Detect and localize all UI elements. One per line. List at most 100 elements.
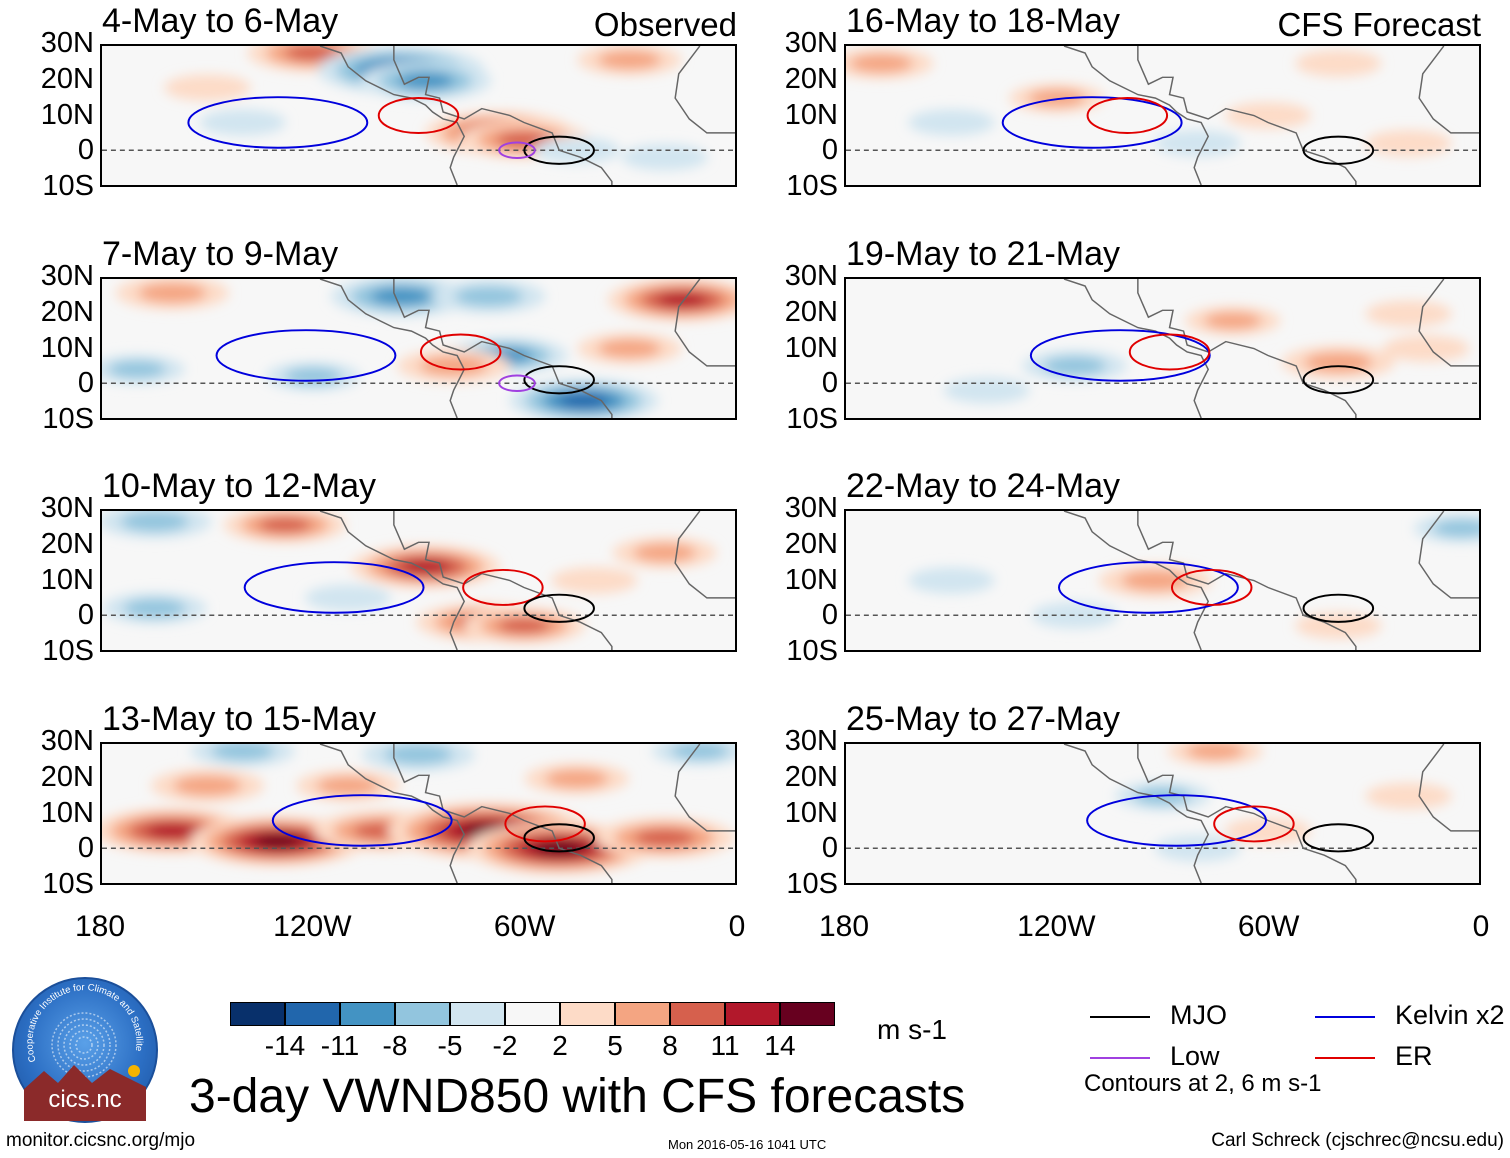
er-contour <box>462 568 544 606</box>
anomaly-blob <box>497 618 551 634</box>
y-tick-label: 10S <box>42 635 94 667</box>
anomaly-blob <box>545 769 609 789</box>
anomaly-blob <box>1383 335 1470 362</box>
anomaly-blob <box>384 744 453 765</box>
footer-author: Carl Schreck (cjschrec@ncsu.edu) <box>1211 1130 1504 1151</box>
colorbar-swatch <box>450 1002 505 1026</box>
kelvin-contour <box>1058 561 1239 614</box>
map-panel-1-2 <box>844 509 1481 652</box>
anomaly-blob <box>211 744 274 761</box>
kelvin-contour <box>187 96 369 149</box>
y-tick-label: 10S <box>42 403 94 435</box>
map-background <box>846 744 1479 883</box>
mjo-contour <box>523 365 595 395</box>
anomaly-blob <box>138 282 207 303</box>
coastline <box>319 511 466 650</box>
anomaly-blob <box>634 829 695 847</box>
map-panel-0-3 <box>100 742 737 885</box>
y-tick-label: 20N <box>40 62 94 95</box>
anomaly-blob <box>657 292 708 307</box>
kelvin-contour <box>1029 329 1211 382</box>
shading-layer <box>102 279 735 418</box>
anomaly-blob <box>558 393 609 408</box>
cicsnc-logo[interactable]: Cooperative Institute for Climate and Sa… <box>12 971 158 1123</box>
coastline <box>1418 511 1479 599</box>
anomaly-blob <box>123 598 187 618</box>
anomaly-blob <box>397 72 454 89</box>
er-contour <box>1128 333 1211 371</box>
logo-ring <box>63 1024 105 1066</box>
colorbar-tick-label: -11 <box>320 1030 360 1061</box>
x-tick-label: 180 <box>74 910 126 943</box>
y-tick-label: 20N <box>784 527 838 560</box>
anomaly-blob <box>304 584 392 612</box>
anomaly-blob <box>400 559 451 574</box>
figure-title: 3-day VWND850 with CFS forecasts <box>189 1070 966 1123</box>
anomaly-blob <box>370 287 431 306</box>
colorbar-swatch <box>230 1002 285 1026</box>
er-contour <box>1213 805 1295 843</box>
anomaly-blob <box>1204 312 1262 330</box>
map-plot <box>846 46 1479 185</box>
x-tick-label: 0 <box>1472 910 1490 943</box>
anomaly-blob <box>1432 519 1479 538</box>
anomaly-blob <box>671 744 729 760</box>
coastline <box>1063 46 1210 185</box>
anomaly-blob <box>173 775 242 796</box>
colorbar-tick-label: 8 <box>662 1030 678 1061</box>
er-contour <box>504 805 586 843</box>
map-panel-1-3 <box>844 742 1481 885</box>
y-tick-label: 10N <box>40 98 94 131</box>
logo-ring <box>69 1030 99 1060</box>
mjo-contour <box>523 135 595 165</box>
column-label: CFS Forecast <box>1277 6 1481 43</box>
anomaly-blob <box>943 376 1030 404</box>
coastline <box>674 279 735 367</box>
y-tick-label: 10S <box>786 635 838 667</box>
panel-title: 25-May to 27-May <box>846 700 1120 738</box>
colorbar-swatch <box>670 1002 725 1026</box>
y-tick-label: 0 <box>77 134 94 167</box>
footer-timestamp: Mon 2016-05-16 1041 UTC <box>668 1137 827 1152</box>
coastline <box>319 744 466 883</box>
panel-title: 7-May to 9-May <box>102 235 339 273</box>
coastline <box>1418 744 1479 832</box>
y-tick-label: 30N <box>40 725 94 757</box>
y-tick-label: 30N <box>40 27 94 59</box>
anomaly-blob <box>1224 102 1312 129</box>
colorbar-swatch <box>615 1002 670 1026</box>
anomaly-blob <box>258 517 312 533</box>
coastline <box>674 744 735 832</box>
coastline <box>674 46 735 134</box>
y-tick-label: 30N <box>784 492 838 524</box>
map-plot <box>846 279 1479 418</box>
y-tick-label: 10N <box>40 331 94 364</box>
colorbar-swatch <box>505 1002 560 1026</box>
anomaly-blob <box>253 834 302 849</box>
mjo-contour <box>523 593 595 623</box>
anomaly-blob <box>284 367 342 385</box>
y-tick-label: 0 <box>821 367 838 400</box>
x-tick-label: 180 <box>818 910 870 943</box>
anomaly-blob <box>108 360 166 378</box>
map-panel-1-1 <box>844 277 1481 420</box>
low-contour <box>498 141 536 159</box>
colorbar-swatch <box>395 1002 450 1026</box>
anomaly-blob <box>164 74 251 101</box>
colorbar-swatch <box>340 1002 395 1026</box>
column-label: Observed <box>593 6 737 43</box>
kelvin-contour <box>1086 794 1267 847</box>
y-tick-label: 10N <box>40 796 94 829</box>
x-tick-label: 120W <box>1017 910 1096 943</box>
legend-line-kelvin-x2 <box>1315 1016 1375 1018</box>
colorbar-tick-label: 14 <box>764 1030 796 1061</box>
coastline <box>1063 279 1210 418</box>
anomaly-blob <box>1365 782 1452 810</box>
legend-label: ER <box>1395 1041 1433 1071</box>
anomaly-blob <box>199 109 286 136</box>
anomaly-blob <box>1365 130 1452 157</box>
footer-url[interactable]: monitor.cicsnc.org/mjo <box>6 1130 196 1151</box>
anomaly-blob <box>1121 570 1190 591</box>
coastline <box>674 511 735 599</box>
panel-title: 22-May to 24-May <box>846 467 1120 505</box>
